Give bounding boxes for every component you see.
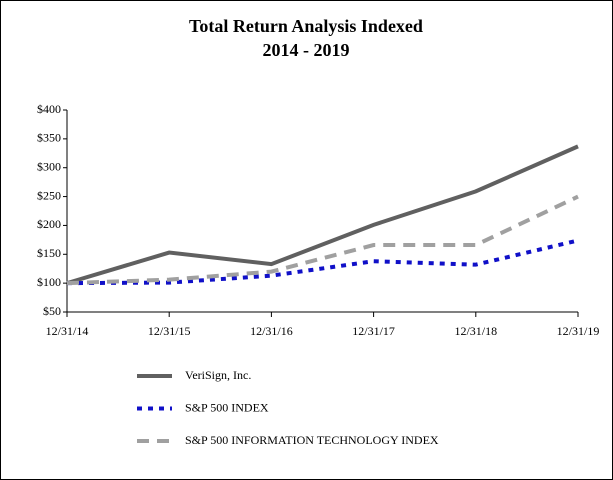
x-tick-label: 12/31/16	[250, 324, 293, 338]
series-line	[66, 238, 579, 286]
series-line	[66, 194, 579, 286]
y-tick-label: $350	[37, 131, 61, 145]
x-tick-label: 12/31/18	[454, 324, 497, 338]
y-tick-label: $200	[37, 217, 61, 231]
legend-label: S&P 500 INFORMATION TECHNOLOGY INDEX	[185, 433, 439, 447]
x-tick-label: 12/31/17	[352, 324, 395, 338]
y-tick-label: $400	[37, 102, 61, 116]
series-line	[66, 144, 579, 286]
y-tick-label: $150	[37, 246, 61, 260]
legend-label: S&P 500 INDEX	[185, 400, 269, 414]
y-tick-label: $300	[37, 159, 61, 173]
chart-title: Total Return Analysis Indexed	[189, 16, 423, 36]
y-tick-label: $250	[37, 188, 61, 202]
y-tick-label: $50	[43, 304, 61, 318]
chart-subtitle: 2014 - 2019	[263, 40, 350, 60]
x-tick-label: 12/31/14	[46, 324, 89, 338]
x-tick-label: 12/31/19	[557, 324, 600, 338]
y-tick-label: $100	[37, 275, 61, 289]
legend-label: VeriSign, Inc.	[185, 368, 251, 382]
x-tick-label: 12/31/15	[148, 324, 191, 338]
